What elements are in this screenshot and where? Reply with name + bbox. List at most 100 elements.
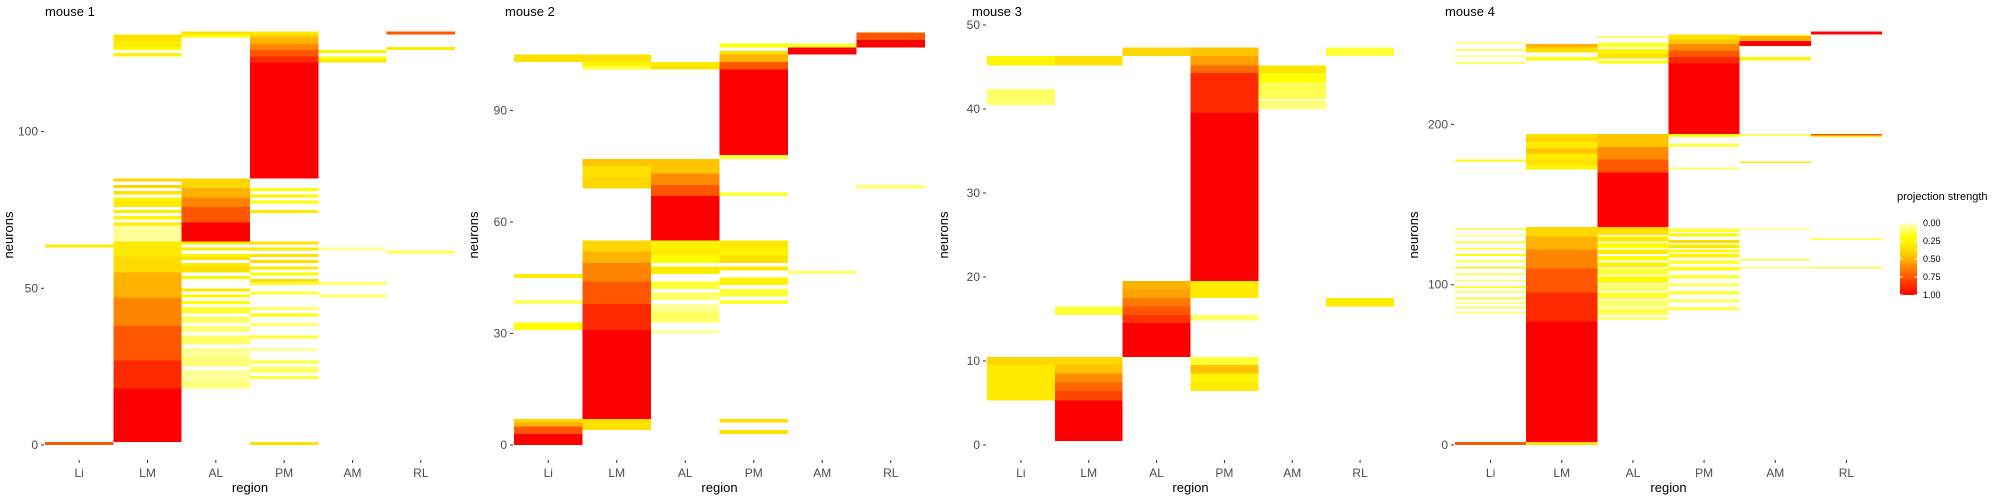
heatmap-cell (250, 366, 319, 373)
x-tick-label: PM (745, 466, 763, 480)
heatmap-cell (651, 248, 720, 256)
panel-title: mouse 1 (45, 4, 95, 19)
heatmap-cell (1455, 49, 1527, 51)
heatmap-cell (1455, 286, 1527, 288)
heatmap-cell (181, 253, 250, 257)
heatmap-cell (181, 206, 250, 223)
heatmap-cell (318, 247, 387, 251)
heatmap-cell (856, 39, 925, 48)
heatmap-cell (582, 166, 651, 178)
heatmap-cell (113, 241, 182, 257)
x-tick-label: PM (1215, 466, 1233, 480)
x-axis-label: region (232, 480, 268, 495)
heatmap-cell (1455, 311, 1527, 314)
heatmap-cell (1597, 146, 1669, 160)
heatmap-cell (1739, 259, 1811, 261)
heatmap-cell (1668, 244, 1740, 248)
heatmap-cell (987, 56, 1055, 66)
heatmap-cell (181, 222, 250, 242)
x-axis-label: region (1650, 480, 1686, 495)
heatmap-cell (1190, 56, 1259, 66)
heatmap-cell (1455, 247, 1527, 250)
heatmap-cell (719, 300, 788, 304)
heatmap-cell (1810, 267, 1882, 269)
heatmap-cell (250, 282, 319, 286)
heatmap-cell (181, 294, 250, 298)
heatmap-cell (1597, 53, 1669, 59)
heatmap-cell (987, 356, 1055, 366)
heatmap-cell (788, 270, 857, 275)
legend-tick-label: 1.00 (1923, 290, 1941, 300)
heatmap-cell (1668, 299, 1740, 303)
y-tick-label: 200 (1428, 117, 1448, 131)
heatmap-cell (514, 422, 583, 427)
heatmap-cell (1597, 60, 1669, 64)
heatmap-cell (1597, 230, 1669, 235)
heatmap-cell (113, 40, 182, 47)
heatmap-cell (1668, 260, 1740, 264)
heatmap-cell (1668, 275, 1740, 279)
heatmap-cell (1526, 44, 1598, 48)
heatmap-cell (1739, 228, 1811, 231)
heatmap-cell (250, 200, 319, 204)
heatmap-cell (250, 56, 319, 63)
x-tick-label: AM (1766, 466, 1784, 480)
heatmap-cell (1597, 134, 1669, 147)
heatmap-cell (1455, 55, 1527, 58)
x-tick-label: AM (1283, 466, 1301, 480)
heatmap-cell (582, 158, 651, 167)
heatmap-cell (1597, 236, 1669, 242)
heatmap-cell (1668, 44, 1740, 51)
heatmap-cell (250, 291, 319, 295)
heatmap-cell (181, 256, 250, 261)
heatmap-cell (45, 441, 114, 445)
heatmap-cell (113, 256, 182, 273)
heatmap-cell (45, 244, 114, 248)
heatmap-cell (318, 294, 387, 298)
y-tick-label: 0 (1441, 438, 1448, 452)
heatmap-cell (719, 62, 788, 70)
heatmap-cell (1258, 65, 1327, 73)
heatmap-cell (1122, 47, 1191, 57)
heatmap-cell (113, 200, 182, 207)
heatmap-cell (1526, 441, 1598, 445)
heatmap-cell (651, 303, 720, 312)
heatmap-cell (113, 209, 182, 214)
heatmap-cell (1054, 382, 1123, 392)
heatmap-cell (651, 62, 720, 66)
heatmap-cell (719, 277, 788, 286)
heatmap-cell (1597, 316, 1669, 320)
heatmap-cell (250, 347, 319, 351)
legend-ticks: 0.00 0.25 0.50 0.75 1.00 (1900, 218, 1941, 300)
heatmap-cell (1668, 57, 1740, 64)
heatmap-cell (1190, 365, 1259, 374)
heatmap-cell (113, 388, 182, 442)
y-axis-ticks: 0 50 100 (18, 125, 44, 452)
heatmap-cell (1190, 113, 1259, 282)
heatmap-cell (181, 187, 250, 198)
heatmap-cell (719, 288, 788, 297)
heatmap-cell (250, 187, 319, 192)
legend-title: projection strength (1897, 191, 1988, 203)
y-axis-label: neurons (936, 211, 951, 258)
heatmap-cell (181, 335, 250, 345)
y-tick-label: 90 (494, 103, 508, 117)
heatmap-cell (582, 177, 651, 189)
y-tick-label: 60 (494, 215, 508, 229)
heatmap-cell (250, 307, 319, 311)
heatmap-cell (386, 250, 455, 254)
y-tick-label: 0 (31, 438, 38, 452)
heatmap-cell (987, 365, 1055, 401)
y-tick-label: 40 (967, 102, 981, 116)
heatmap-cell (1122, 306, 1191, 315)
heatmap-cell (113, 216, 182, 220)
x-tick-label: RL (413, 466, 429, 480)
heatmap-cell (1054, 373, 1123, 382)
panel-title: mouse 4 (1445, 4, 1495, 19)
y-axis-ticks: 0 30 60 90 (494, 103, 513, 452)
x-axis-label: region (701, 480, 737, 495)
heatmap-cells (514, 32, 925, 445)
heatmap-cell (856, 184, 925, 189)
y-tick-label: 30 (494, 326, 508, 340)
heatmap-cell (113, 46, 182, 51)
